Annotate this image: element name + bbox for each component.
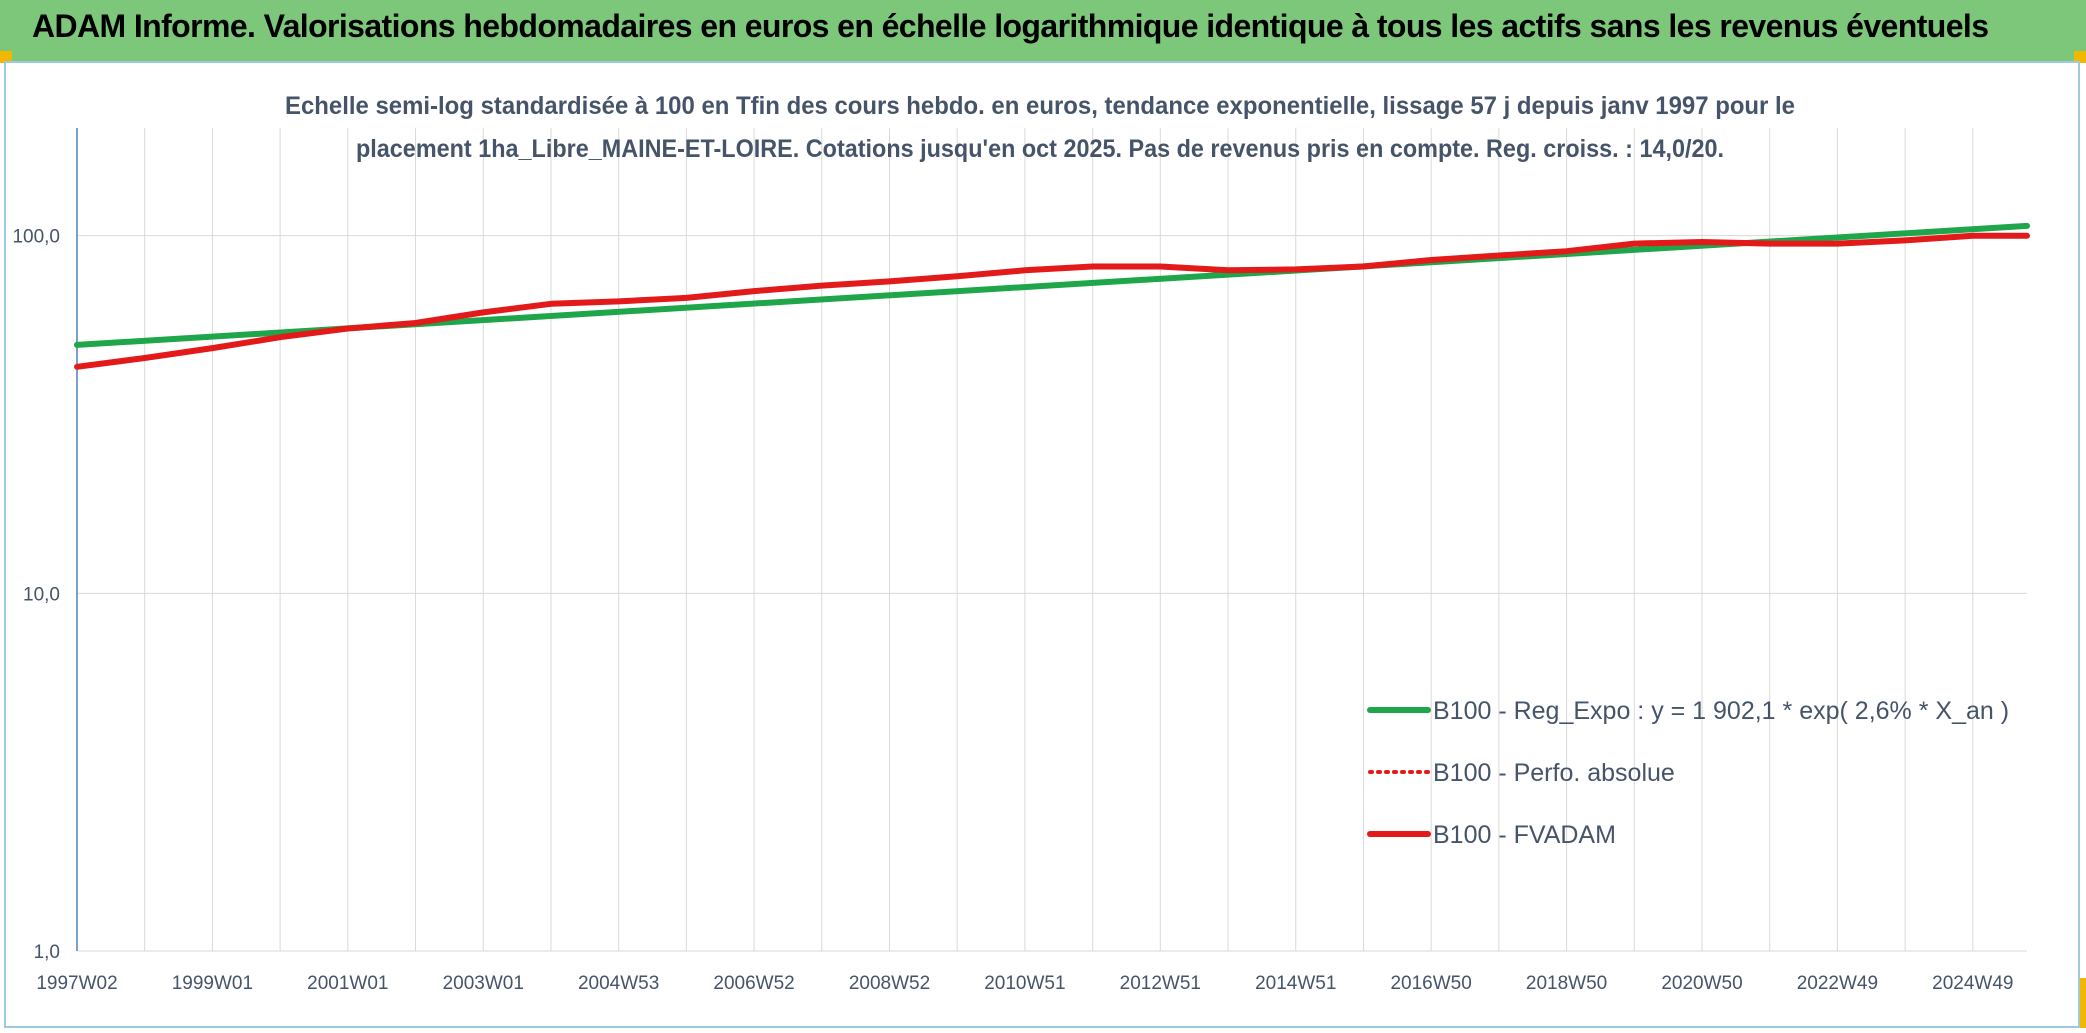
x-tick-label: 2003W01 [443, 973, 524, 994]
x-tick-label: 2022W49 [1797, 973, 1878, 994]
x-tick-label: 1999W01 [172, 973, 253, 994]
horizontal-gridlines [77, 235, 2027, 952]
x-tick-labels: 1997W02 1999W01 2001W01 2003W01 2004W53 2006W… [36, 973, 2013, 994]
x-tick-label: 2001W01 [307, 973, 388, 994]
y-tick-label: 100,0 [12, 227, 60, 248]
y-tick-label: 10,0 [23, 584, 60, 605]
x-tick-label: 2012W51 [1120, 973, 1201, 994]
legend: B100 - Reg_Expo : y = 1 902,1 * exp( 2,6… [1367, 697, 2009, 849]
series-line-2 [75, 234, 2029, 369]
corner-marker-left [0, 51, 12, 63]
chart-title-line-1: Echelle semi-log standardisée à 100 en T… [285, 92, 1795, 120]
series-lines [74, 222, 2030, 370]
x-tick-label: 2004W53 [578, 973, 659, 994]
header-banner: ADAM Informe. Valorisations hebdomadaire… [0, 0, 2086, 61]
chart-title-line-2: placement 1ha_Libre_MAINE-ET-LOIRE. Cota… [356, 135, 1724, 163]
x-tick-label: 1997W02 [36, 973, 117, 994]
vertical-gridlines [144, 128, 1974, 951]
x-tick-label: 2024W49 [1932, 973, 2013, 994]
y-tick-labels: 1,0 10,0 100,0 [12, 227, 60, 963]
y-tick-label: 1,0 [34, 942, 60, 963]
x-tick-label: 2008W52 [849, 973, 930, 994]
x-tick-label: 2010W51 [984, 973, 1065, 994]
legend-label-3: B100 - FVADAM [1433, 821, 1616, 849]
series-line-3 [74, 232, 2030, 370]
corner-marker-right [2074, 51, 2086, 63]
x-tick-label: 2018W50 [1526, 973, 1607, 994]
legend-label-1: B100 - Reg_Expo : y = 1 902,1 * exp( 2,6… [1433, 697, 2009, 725]
x-tick-label: 2016W50 [1390, 973, 1471, 994]
corner-marker-bottom-right [2076, 978, 2086, 1028]
x-tick-label: 2020W50 [1661, 973, 1742, 994]
page-title: ADAM Informe. Valorisations hebdomadaire… [32, 8, 1989, 44]
x-tick-label: 2006W52 [713, 973, 794, 994]
chart-frame [4, 61, 2080, 1028]
legend-label-2: B100 - Perfo. absolue [1433, 759, 1675, 787]
x-tick-label: 2014W51 [1255, 973, 1336, 994]
